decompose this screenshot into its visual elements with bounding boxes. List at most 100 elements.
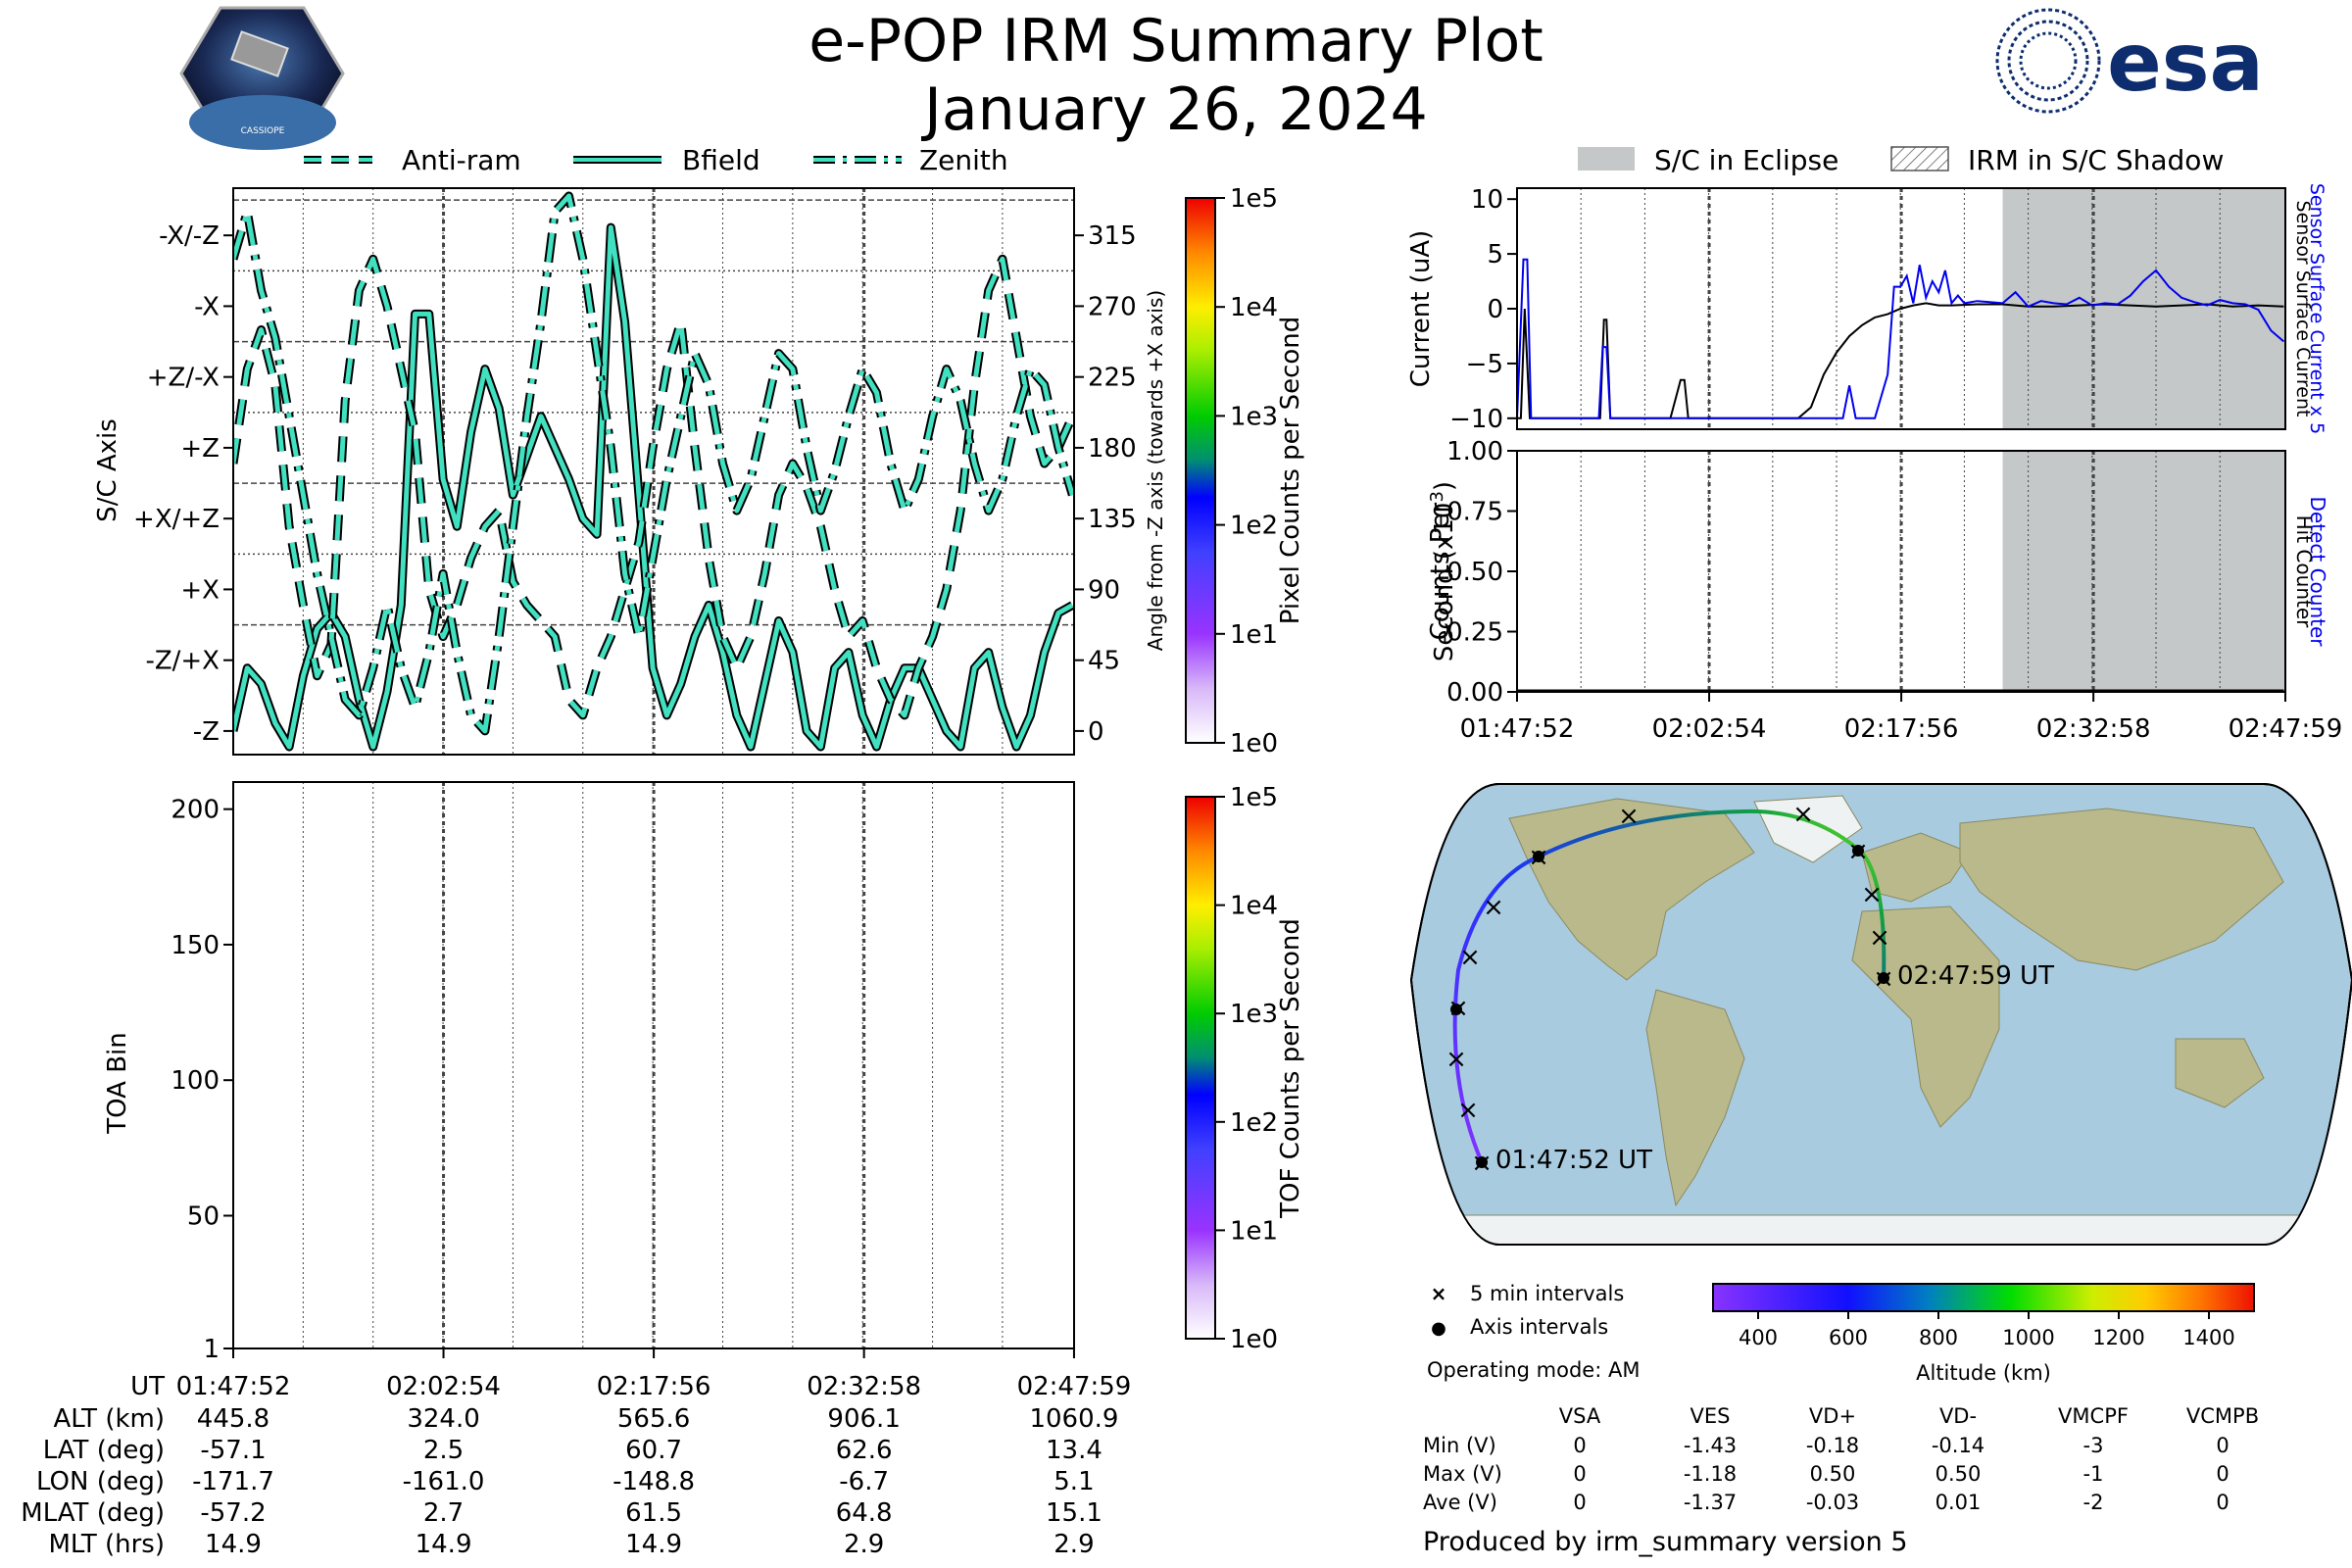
ut-label: UT bbox=[130, 1372, 165, 1401]
xtick-label: 01:47:52 bbox=[1460, 714, 1575, 744]
pixel-colorbar-label: Pixel Counts per Second bbox=[1276, 317, 1305, 625]
page-title: e-POP IRM Summary Plot bbox=[808, 7, 1544, 75]
tof-colorbar: 1e0 1e1 1e2 1e3 1e4 1e5 TOF Counts per Second bbox=[1185, 783, 1305, 1354]
ephemeris-value: 1060.9 bbox=[1029, 1404, 1118, 1434]
marker-axis bbox=[1450, 1004, 1462, 1015]
legend-swatch-eclipse bbox=[1578, 147, 1635, 171]
vtable-cell: 0 bbox=[1573, 1462, 1586, 1486]
ytick-label: +X bbox=[180, 575, 220, 605]
series-bfield bbox=[233, 224, 1074, 750]
counts-grid bbox=[1580, 451, 2221, 692]
colorbar-tick-label: 1e0 bbox=[1230, 1325, 1278, 1354]
vtable-cell: 0.01 bbox=[1936, 1491, 1982, 1514]
toa-grid bbox=[302, 782, 1004, 1348]
colorbar-tick-label: 1e4 bbox=[1230, 293, 1278, 322]
ytick-label: −10 bbox=[1449, 405, 1503, 434]
xtick-label: 02:02:54 bbox=[1652, 714, 1767, 744]
ytick-label: 100 bbox=[171, 1066, 220, 1096]
toa-xticks: 01:47:52 02:02:54 02:17:56 02:32:58 02:47:59 bbox=[176, 1348, 1131, 1401]
vtable-header: VSA bbox=[1559, 1404, 1601, 1428]
vtable-header: VD+ bbox=[1809, 1404, 1856, 1428]
marker-5min: × bbox=[1618, 802, 1640, 831]
y2tick-label: 90 bbox=[1088, 575, 1120, 605]
sc-axis-lines bbox=[233, 191, 1074, 752]
vtable-cell: 0 bbox=[1573, 1491, 1586, 1514]
marker-5min: × bbox=[1457, 1096, 1479, 1125]
map-border bbox=[1409, 783, 2352, 1246]
ephemeris-row-label: MLAT (deg) bbox=[21, 1498, 165, 1528]
ephemeris-value: 64.8 bbox=[836, 1498, 893, 1528]
ephemeris-value: -171.7 bbox=[192, 1467, 274, 1496]
ytick-label: 10 bbox=[1471, 185, 1503, 215]
legend-label-eclipse: S/C in Eclipse bbox=[1654, 144, 1838, 176]
colorbar-tick-label: 1e2 bbox=[1230, 512, 1278, 541]
cassiope-logo: CASSIOPE bbox=[179, 6, 345, 150]
ephemeris-value: 13.4 bbox=[1046, 1436, 1102, 1465]
legend-label-shadow: IRM in S/C Shadow bbox=[1968, 144, 2224, 176]
y2tick-label: 180 bbox=[1088, 434, 1137, 464]
sc-axis-panel: -Z 0 -Z/+X 45 +X 90 +X/+Z 135 +Z 180 +Z/-X 225 -X 270… bbox=[93, 187, 1167, 756]
current-lines bbox=[1517, 258, 2285, 419]
series-anti-ram bbox=[233, 256, 1074, 718]
ephemeris-table: UT ALT (km) 445.8 324.0 565.6 906.1 1060.9 LAT… bbox=[21, 1372, 1118, 1559]
vtable-row-label: Ave (V) bbox=[1423, 1491, 1497, 1514]
y2tick-label: 45 bbox=[1088, 647, 1120, 676]
ephemeris-value: 565.6 bbox=[617, 1404, 690, 1434]
vtable-row-label: Max (V) bbox=[1423, 1462, 1502, 1486]
ytick-label: 150 bbox=[171, 931, 220, 960]
counts-eclipse-shade bbox=[2002, 451, 2285, 692]
colorbar-tick-label: 1e4 bbox=[1230, 892, 1278, 921]
ephemeris-row-label: MLT (hrs) bbox=[49, 1530, 166, 1559]
vtable-cell: 0.50 bbox=[1936, 1462, 1982, 1486]
vtable-cell: -1.18 bbox=[1684, 1462, 1737, 1486]
xtick-label: 02:47:59 bbox=[2229, 714, 2343, 744]
colorbar-tick-label: 1e1 bbox=[1230, 1216, 1278, 1246]
xtick-label: 02:32:58 bbox=[2036, 714, 2151, 744]
altitude-tick-label: 1000 bbox=[2002, 1326, 2054, 1349]
ytick-label: 200 bbox=[171, 796, 220, 825]
ephemeris-value: 445.8 bbox=[197, 1404, 270, 1434]
south-america-shape bbox=[1645, 989, 1745, 1207]
legend-label-bfield: Bfield bbox=[682, 144, 760, 176]
ephemeris-value: 324.0 bbox=[407, 1404, 479, 1434]
series-zenith bbox=[233, 193, 1074, 734]
pixel-colorbar-ticks: 1e0 1e1 1e2 1e3 1e4 1e5 bbox=[1215, 184, 1278, 759]
ephemeris-value: -6.7 bbox=[839, 1467, 889, 1496]
vtable-cell: -2 bbox=[2083, 1491, 2104, 1514]
vtable-cell: -3 bbox=[2083, 1434, 2104, 1457]
colorbar-tick-label: 1e3 bbox=[1230, 402, 1278, 431]
esa-logo-icon bbox=[1995, 8, 2101, 114]
legend-marker-dot: ● bbox=[1431, 1318, 1446, 1339]
marker-5min: × bbox=[1459, 943, 1481, 972]
ephemeris-value: -57.2 bbox=[200, 1498, 266, 1528]
ephemeris-row-label: LAT (deg) bbox=[43, 1436, 165, 1465]
vtable-row-label: Min (V) bbox=[1423, 1434, 1496, 1457]
footer-text: Produced by irm_summary version 5 bbox=[1423, 1527, 1908, 1557]
altitude-tick-label: 600 bbox=[1829, 1326, 1868, 1349]
marker-5min: × bbox=[1483, 893, 1504, 922]
vtable-cell: 0 bbox=[2216, 1491, 2229, 1514]
ytick-label: 1 bbox=[203, 1335, 220, 1364]
ytick-label: 0.00 bbox=[1446, 678, 1503, 708]
legend-label-zenith: Zenith bbox=[919, 144, 1008, 176]
legend-5min-label: 5 min intervals bbox=[1470, 1282, 1624, 1305]
altitude-tick-label: 400 bbox=[1739, 1326, 1778, 1349]
ephemeris-value: -161.0 bbox=[403, 1467, 485, 1496]
altitude-colorbar-ticks: 400 600 800 1000 1200 1400 bbox=[1739, 1311, 2235, 1349]
altitude-tick-label: 1400 bbox=[2182, 1326, 2234, 1349]
colorbar-tick-label: 1e5 bbox=[1230, 184, 1278, 214]
legend-swatch-shadow bbox=[1890, 146, 1949, 172]
counts-ylabel-1: Counts Per bbox=[1426, 502, 1455, 640]
colorbar-tick-label: 1e3 bbox=[1230, 1000, 1278, 1029]
sc-axis-y2label: Angle from -Z axis (towards +X axis) bbox=[1144, 290, 1167, 651]
counts-y2label-blue: Detect Counter bbox=[2306, 497, 2329, 648]
ephemeris-value: 15.1 bbox=[1046, 1498, 1102, 1528]
sc-axis-frame bbox=[232, 187, 1075, 756]
voltage-table: VSA VES VD+ VD- VMCPF VCMPB Min (V) 0 -1.43 -0.18… bbox=[1423, 1404, 2259, 1514]
ephemeris-value: 2.7 bbox=[423, 1498, 464, 1528]
vtable-cell: 0 bbox=[1573, 1434, 1586, 1457]
cassiope-logo-text: CASSIOPE bbox=[241, 126, 285, 136]
ytick-label: 0.25 bbox=[1446, 618, 1503, 648]
